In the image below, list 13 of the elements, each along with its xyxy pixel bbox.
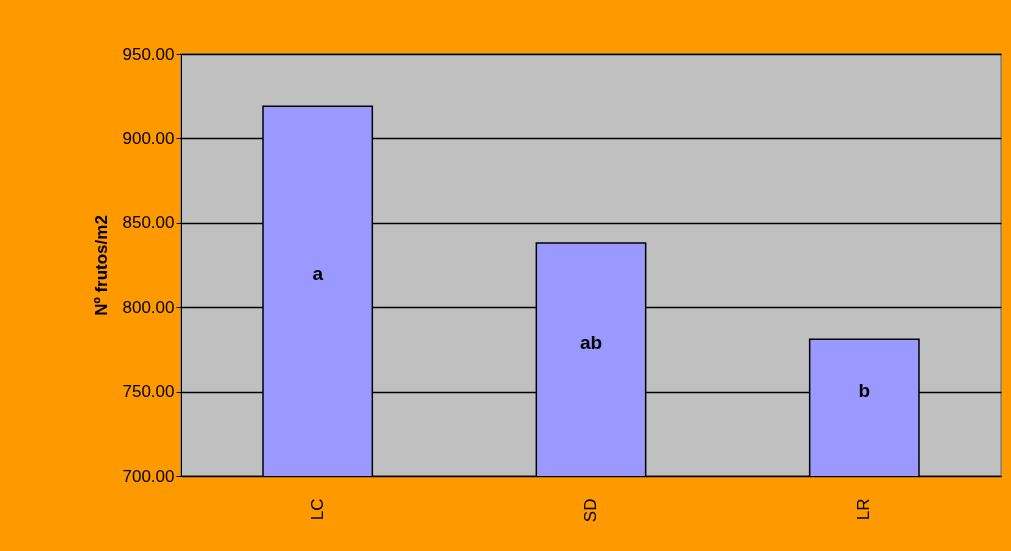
annotation: ab xyxy=(579,331,603,353)
annotation: a xyxy=(312,263,324,285)
annotation: b xyxy=(858,379,871,401)
y-tick-label: 800.00 xyxy=(122,297,175,317)
x-tick-label: LR xyxy=(854,498,874,521)
x-tick-label: LC xyxy=(307,498,327,521)
y-tick-label: 950.00 xyxy=(122,44,175,64)
y-tick-label: 750.00 xyxy=(122,382,175,402)
y-tick-label: 850.00 xyxy=(122,213,175,233)
y-axis-title: Nº frutos/m2 xyxy=(91,215,111,316)
y-tick-label: 900.00 xyxy=(122,128,175,148)
y-tick-label: 700.00 xyxy=(122,466,175,486)
x-tick-label: SD xyxy=(581,498,600,523)
